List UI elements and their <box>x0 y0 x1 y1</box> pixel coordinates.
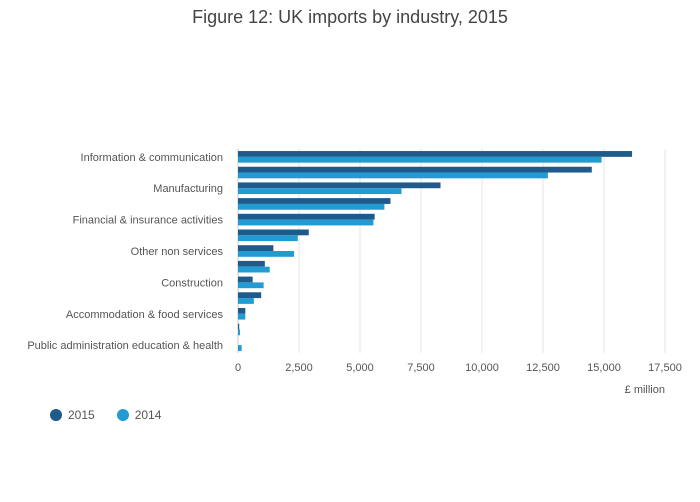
bar-2015 <box>238 151 633 157</box>
category-label: Manufacturing <box>153 183 223 195</box>
bar-2014 <box>238 251 295 257</box>
category-label: Accommodation & food services <box>66 309 224 321</box>
bar-2015 <box>238 229 309 236</box>
category-label: Financial & insurance activities <box>73 215 224 227</box>
x-tick-label: 7,500 <box>407 362 435 374</box>
bar-2015 <box>238 260 265 267</box>
legend-marker <box>50 409 62 421</box>
chart-legend: 2015 2014 <box>50 408 161 422</box>
bar-2015 <box>238 166 592 173</box>
x-tick-label: 0 <box>235 362 241 374</box>
bar-2014 <box>238 298 254 304</box>
bar-2014 <box>238 203 385 210</box>
x-tick-label: 15,000 <box>587 362 621 374</box>
bar-2014 <box>238 329 240 336</box>
x-tick-label: 5,000 <box>346 362 374 374</box>
bar-2015 <box>238 276 253 283</box>
legend-label: 2015 <box>68 408 95 422</box>
category-label: Other non services <box>131 246 224 258</box>
bar-2014 <box>238 172 548 179</box>
x-tick-label: 12,500 <box>526 362 560 374</box>
bar-2015 <box>238 245 274 251</box>
chart-title: Figure 12: UK imports by industry, 2015 <box>192 7 508 27</box>
bar-2014 <box>238 188 402 195</box>
category-label: Construction <box>161 277 223 289</box>
bar-2014 <box>238 313 246 320</box>
legend-item-2014[interactable]: 2014 <box>116 408 162 422</box>
bar-2015 <box>238 198 391 204</box>
legend-label: 2014 <box>134 408 162 422</box>
bar-2015 <box>238 292 262 299</box>
category-label: Information & communication <box>81 152 223 164</box>
x-tick-label: 2,500 <box>285 362 313 374</box>
legend-item-2015[interactable]: 2015 <box>50 408 95 422</box>
bar-2014 <box>238 266 270 273</box>
x-axis-title: £ million <box>625 384 665 396</box>
category-label: Public administration education & health <box>27 340 223 352</box>
bar-2015 <box>238 307 246 314</box>
bar-2014 <box>238 345 242 351</box>
bar-2014 <box>238 282 264 289</box>
bar-2015 <box>238 182 441 189</box>
bar-2014 <box>238 219 374 226</box>
x-tick-label: 17,500 <box>648 362 682 374</box>
bar-2014 <box>238 235 298 242</box>
bar-2015 <box>238 213 375 220</box>
bar-2015 <box>238 323 240 330</box>
x-tick-label: 10,000 <box>465 362 499 374</box>
bar-2014 <box>238 156 602 163</box>
legend-marker <box>116 409 129 421</box>
